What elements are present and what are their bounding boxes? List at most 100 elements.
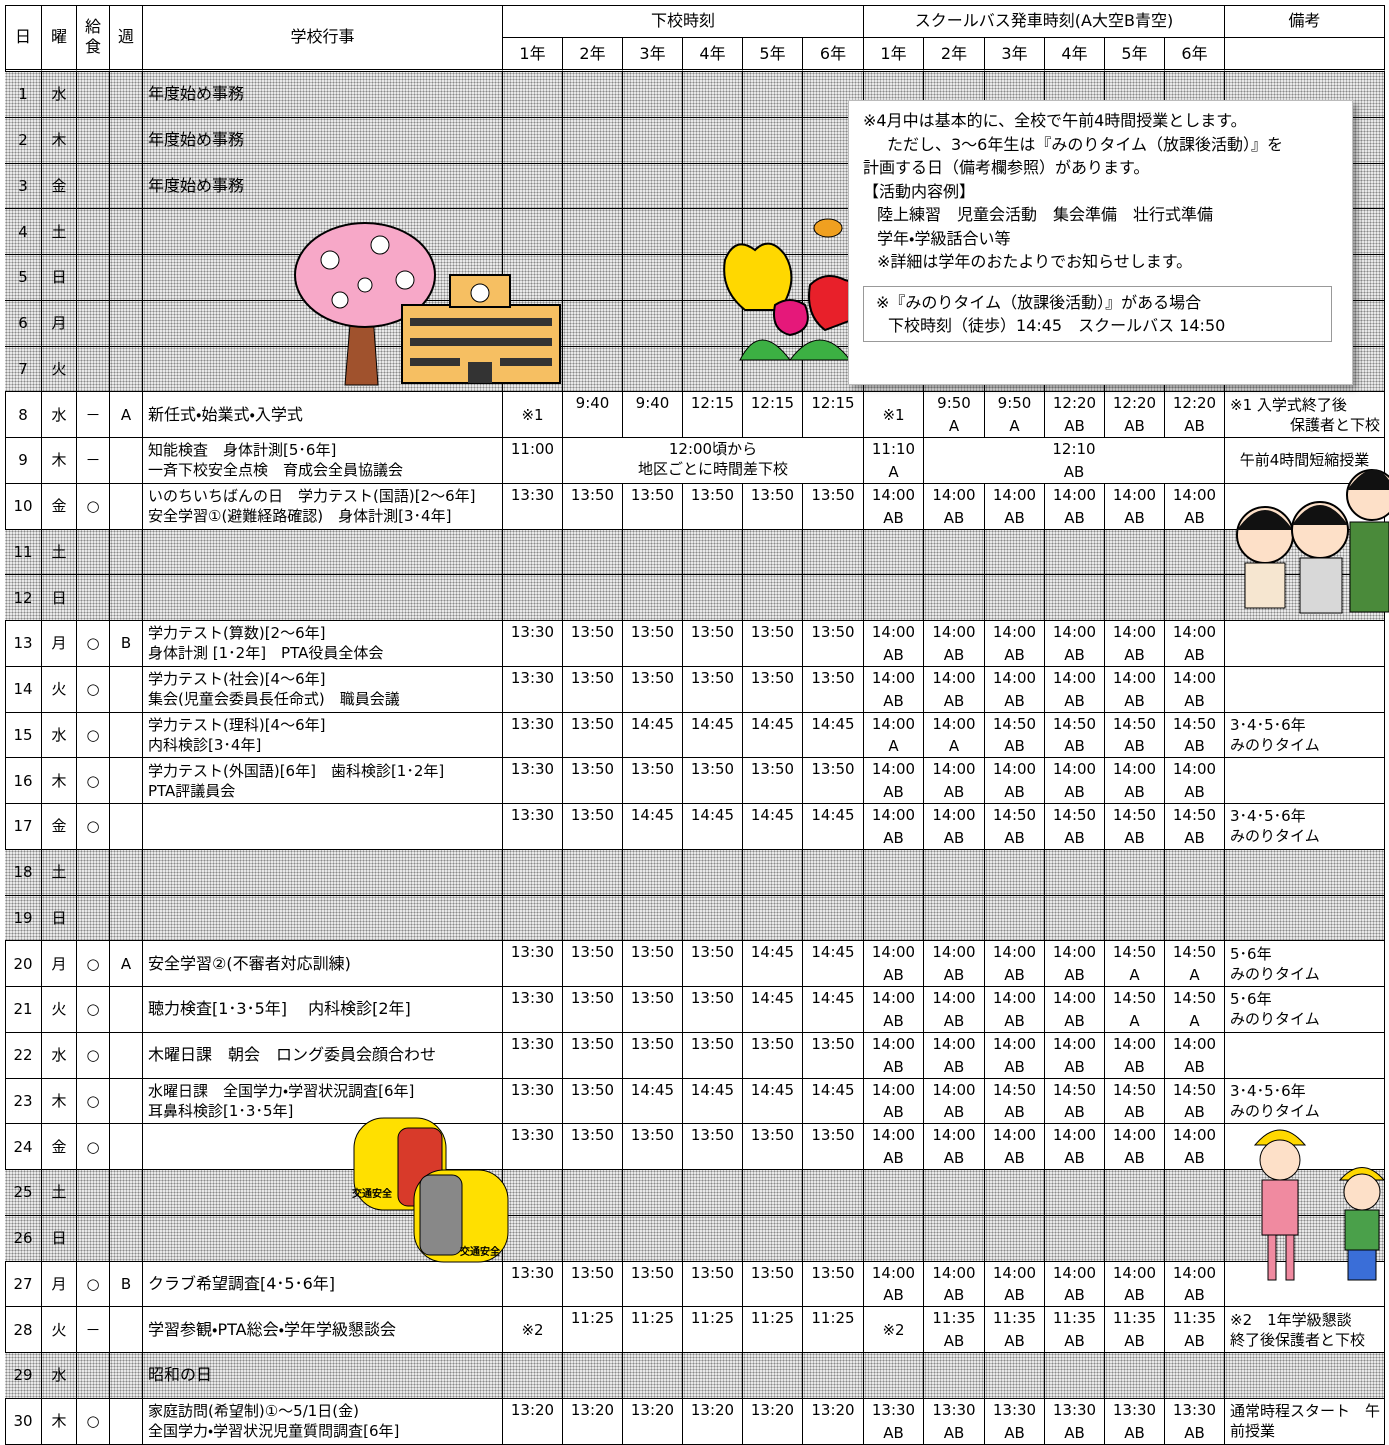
header-label: 備考 [1288,11,1321,30]
event-text: 聴力検査[1･3･5年] 内科検診[2年] [148,999,411,1019]
header-cell: 備考 [1225,5,1385,38]
dismissal-time: 14:45 [630,714,675,733]
header-label: 学校行事 [290,27,355,46]
bus-route: AB [883,508,904,527]
dismissal-cell [623,209,683,255]
dismissal-cell [623,163,683,210]
bus-cell: 14:50 A [1165,987,1225,1033]
header-cell: 6年 [1165,38,1225,72]
dismissal-cell [503,1215,563,1262]
day-text: 14 [13,680,33,699]
note-text: みのりタイム [1230,735,1320,754]
dow-cell: 月 [42,1261,77,1308]
lunch-text: － [85,405,101,424]
dismissal-cell: 14:45 [623,1078,683,1125]
day-text: 11 [13,542,33,561]
dismissal-cell: 11:00 [503,438,563,484]
bus-cell: 14:00 AB [1165,666,1225,713]
bus-time: 14:00 [871,668,916,687]
bus-time: 14:00 [932,806,976,824]
dismissal-time: 13:50 [690,668,735,687]
bus-route: AB [1064,417,1085,435]
bus-cell: 11:35 AB [1165,1307,1225,1353]
dismissal-cell: 14:45 [743,1078,803,1125]
header-cell: 6年 [803,38,864,72]
bus-cell [1045,895,1105,942]
header-label: 曜 [50,27,67,46]
dismissal-time: 13:50 [570,1080,615,1099]
notice-inner-line: 下校時刻（徒歩）14:45 スクールバス 14:50 [888,315,1226,335]
dismissal-cell: 13:30 [503,1261,563,1308]
event-text: 内科検診[3･4年] [148,735,262,754]
bus-route: AB [883,966,904,984]
day-text: 20 [13,954,33,973]
bus-time: 14:00 [992,1263,1037,1282]
dismissal-cell [623,529,683,576]
lunch-cell: － [77,1307,110,1353]
note-cell: 通常時程スタート 午前授業 [1225,1398,1385,1445]
bus-cell: 14:00 AB [924,941,985,987]
bus-time: 13:30 [1172,1400,1217,1419]
dismissal-cell [743,1353,803,1399]
dismissal-cell: 13:50 [743,1124,803,1170]
dow-cell: 水 [42,1353,77,1399]
week-cell [110,438,143,484]
bus-cell [1165,1215,1225,1262]
bus-route: AB [1124,1423,1145,1442]
dismissal-cell [503,117,563,164]
dow-text: 木 [51,1412,67,1431]
bus-time: 14:00 [871,623,916,641]
bus-route: AB [943,645,965,664]
dismissal-cell: 13:50 [803,1032,864,1079]
dismissal-time: 12:15 [750,394,795,413]
dismissal-cell [803,575,864,621]
day-text: 7 [18,359,28,378]
bus-time: 13:30 [1112,1400,1157,1419]
dismissal-cell [803,895,864,942]
day-cell: 1 [5,72,42,118]
lunch-cell: ○ [77,758,110,804]
lunch-cell [77,209,110,255]
bus-route: A [1189,1011,1200,1030]
dow-cell: 木 [42,117,77,164]
note-cell: ※1 入学式終了後 保護者と下校 [1225,392,1385,438]
day-cell: 13 [5,621,42,667]
note-cell: 午前4時間短縮授業 [1225,438,1385,484]
dow-text: 金 [51,817,67,836]
bus-route: AB [1004,1011,1025,1030]
dismissal-cell [503,300,563,347]
bus-cell: 14:00 AB [1105,483,1165,530]
dismissal-cell [623,255,683,301]
note-text: 3･4･5･6年 [1230,715,1306,734]
bus-route: AB [1063,462,1085,481]
event-text: 年度始め事務 [148,175,245,195]
bus-route: A [1189,966,1200,984]
bus-cell: 14:50 AB [1105,1078,1165,1125]
bus-cell: 14:00 AB [924,1124,985,1170]
event-text: 木曜日課 朝会 ロング委員会顔合わせ [148,1045,437,1065]
dismissal-cell: 13:50 [803,758,864,804]
notice-line: ※詳細は学年のおたよりでお知らせします。 [877,252,1193,271]
dismissal-cell: 13:30 [503,758,563,804]
header-cell: 3年 [623,38,683,72]
bus-route: AB [1124,508,1145,527]
notice-inner-line: ※『みのりタイム（放課後活動）』がある場合 [876,292,1202,312]
day-text: 6 [18,314,28,333]
event-text: 学力テスト(外国語)[6年] 歯科検診[1･2年] [148,761,445,780]
event-cell [143,575,503,621]
bus-time: 14:50 [1052,806,1097,824]
bus-time: 11:35 [992,1309,1037,1328]
lunch-text: ○ [86,771,100,790]
week-cell [110,529,143,576]
dismissal-text: 12:00頃から [668,440,758,458]
note-cell: ※2 1年学級懇談 終了後保護者と下校 [1225,1307,1385,1353]
lunch-text: ○ [86,725,100,744]
note-cell: 5･6年 みのりタイム [1225,987,1385,1033]
bus-cell: 14:50 AB [1165,712,1225,759]
dismissal-time: 13:50 [570,760,615,779]
dismissal-time: 14:45 [811,714,855,733]
week-cell [110,666,143,713]
bus-cell: 14:00 AB [924,1261,985,1308]
bus-cell [924,895,985,942]
dow-text: 土 [51,863,67,882]
